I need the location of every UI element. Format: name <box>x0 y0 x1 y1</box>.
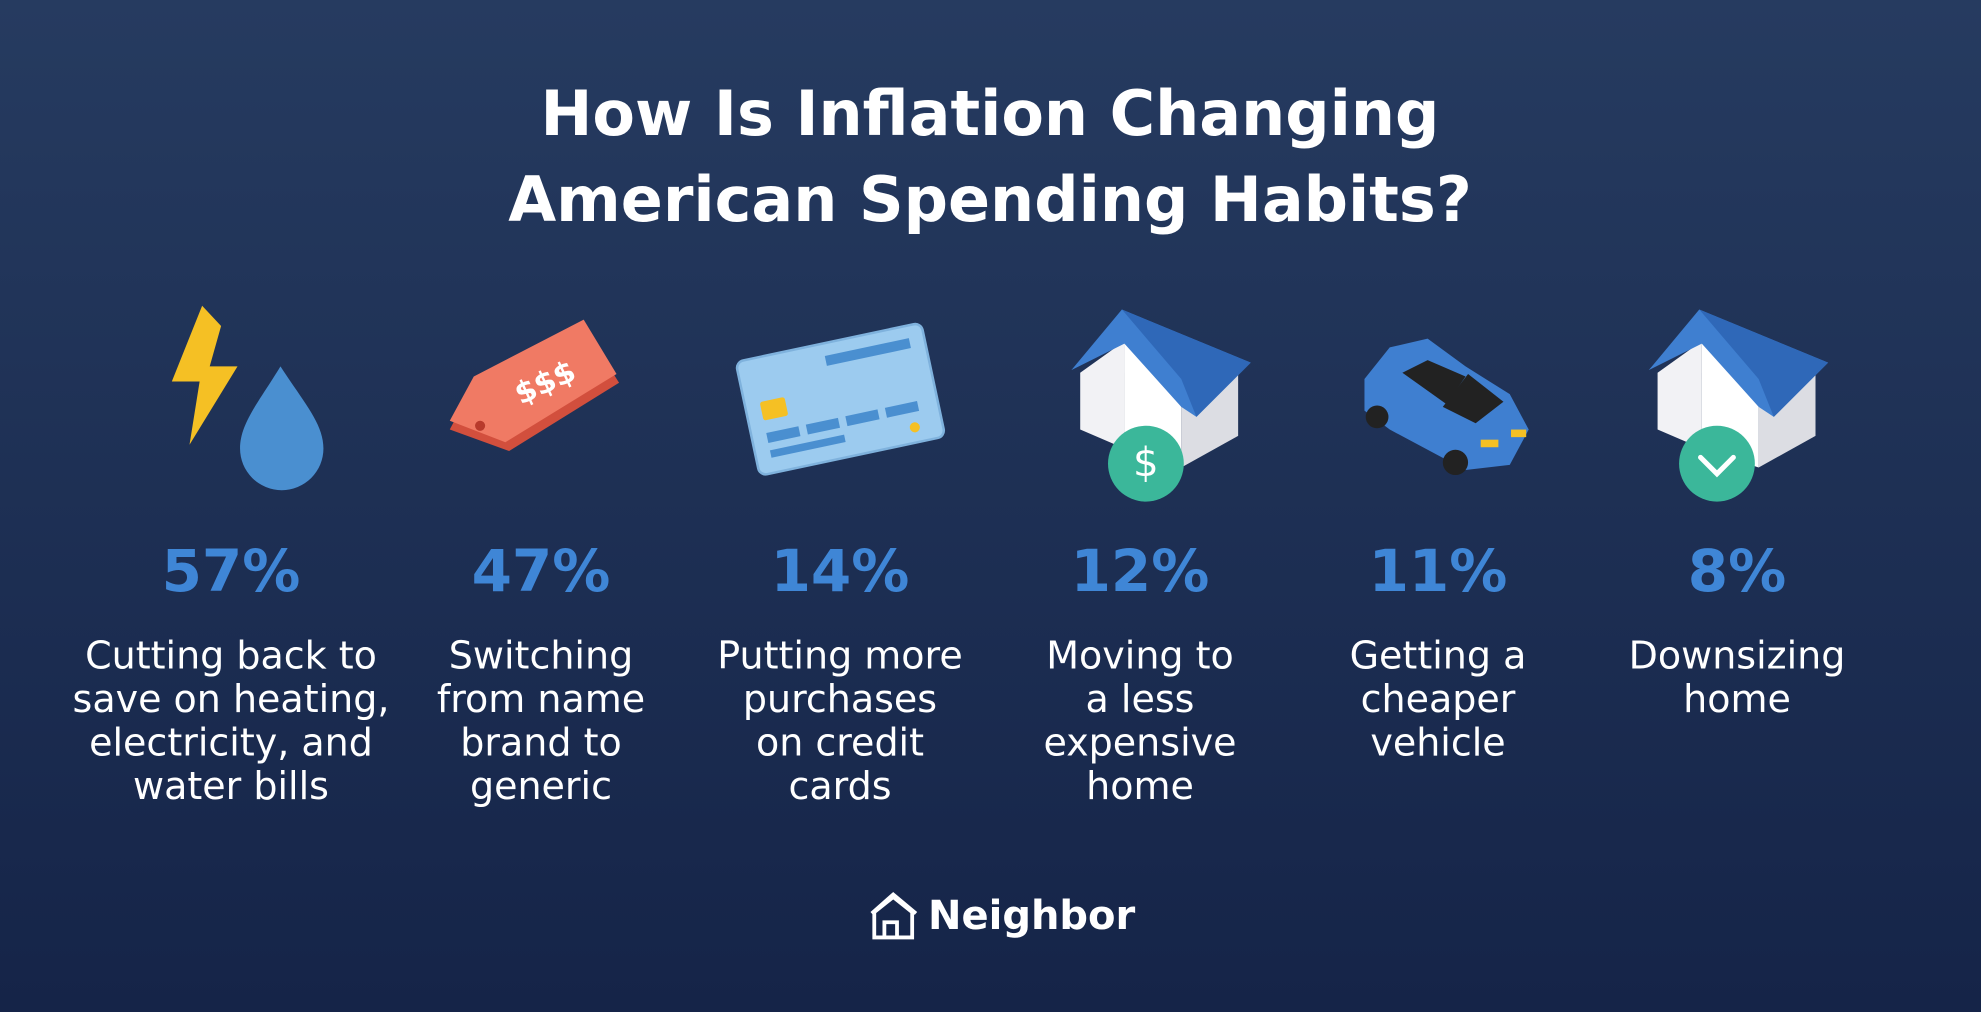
item-label: Downsizing <box>1629 634 1846 678</box>
item-label: home <box>1683 677 1791 721</box>
logo-icon <box>870 891 918 940</box>
item-label: purchases <box>743 677 937 721</box>
car-icon <box>1364 338 1529 476</box>
item-label: electricity, and <box>89 721 373 765</box>
tag-hole <box>475 420 486 431</box>
item-label: cards <box>788 764 891 808</box>
percent: 12% <box>1071 537 1210 605</box>
brand: Neighbor <box>928 893 1136 939</box>
coin-text: $ <box>1133 438 1159 486</box>
percent: 14% <box>771 537 910 605</box>
item-label: on credit <box>756 721 924 765</box>
item-label: cheaper <box>1361 677 1516 721</box>
item-label: generic <box>470 764 612 808</box>
item-label: Getting a <box>1350 634 1527 678</box>
item-label: brand to <box>460 721 621 765</box>
item-label: from name <box>437 677 645 721</box>
item-label: home <box>1086 764 1194 808</box>
icons: $$$ $ <box>171 305 1829 940</box>
percent: 8% <box>1688 537 1786 605</box>
item-label: expensive <box>1043 721 1236 765</box>
percent: 11% <box>1369 537 1508 605</box>
house-icon <box>1648 309 1829 502</box>
title-line: How Is Inflation Changing <box>541 77 1440 150</box>
item-label: water bills <box>133 764 329 808</box>
item-label: Putting more <box>717 634 962 678</box>
percent: 57% <box>162 537 301 605</box>
item-label: Switching <box>449 634 633 678</box>
house-icon <box>1071 309 1251 502</box>
item-label: Moving to <box>1046 634 1234 678</box>
item-label: save on heating, <box>73 677 390 721</box>
percent: 47% <box>472 537 611 605</box>
drop-icon <box>240 366 324 491</box>
item-label: Cutting back to <box>85 634 377 678</box>
item-label: a less <box>1086 677 1195 721</box>
item-label: vehicle <box>1370 721 1505 765</box>
title-line: American Spending Habits? <box>508 163 1472 236</box>
tag-icon <box>449 319 617 443</box>
card-icon <box>735 322 946 476</box>
